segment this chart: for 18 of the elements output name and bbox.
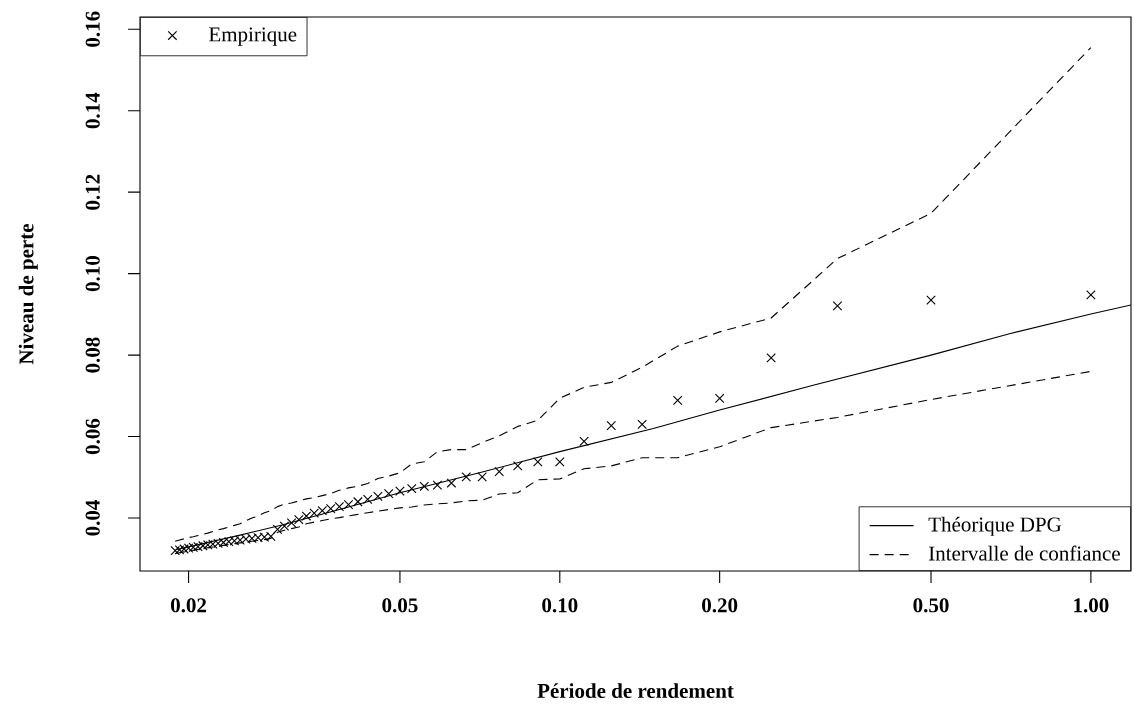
legend-label: Empirique <box>209 27 297 46</box>
x-tick-label: 0.20 <box>702 598 738 613</box>
x-tick-label: 0.50 <box>913 598 949 613</box>
y-tick-label: 0.12 <box>85 174 100 210</box>
x-tick-label: 0.02 <box>171 598 207 613</box>
x-tick-label: 1.00 <box>1074 598 1109 613</box>
x-tick-label: 0.10 <box>542 598 578 613</box>
y-tick-label: 0.14 <box>85 92 100 129</box>
y-tick-label: 0.06 <box>85 418 100 455</box>
x-tick-label: 0.05 <box>382 598 418 613</box>
y-tick-label: 0.10 <box>85 256 100 292</box>
x-axis-title: Période de rendement <box>537 683 734 698</box>
y-tick-label: 0.08 <box>85 337 100 373</box>
legend-label: Théorique DPG <box>928 516 1062 536</box>
y-axis-title: Niveau de perte <box>18 223 38 365</box>
legend-label: Intervalle de confiance <box>928 545 1120 561</box>
y-tick-label: 0.04 <box>85 500 100 536</box>
y-tick-label: 0.16 <box>85 11 100 47</box>
